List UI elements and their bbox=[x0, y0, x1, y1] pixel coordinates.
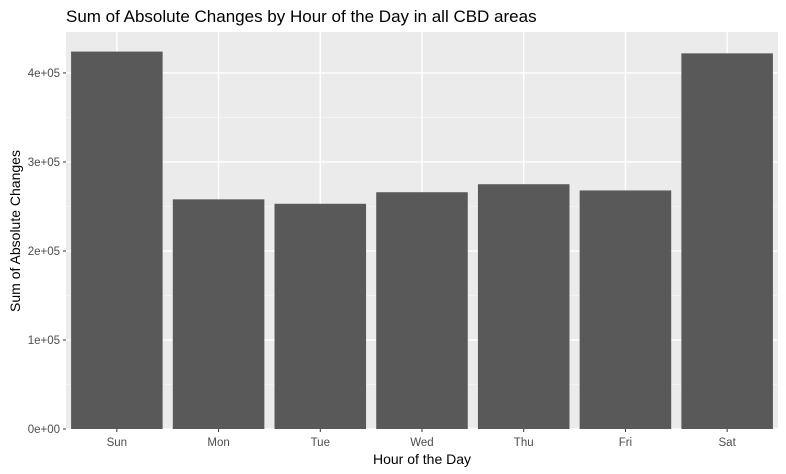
x-tick-label: Mon bbox=[207, 437, 229, 449]
bar-wed bbox=[376, 192, 468, 429]
chart-title: Sum of Absolute Changes by Hour of the D… bbox=[66, 7, 537, 26]
y-axis-title: Sum of Absolute Changes bbox=[7, 150, 23, 312]
y-axis: 0e+00 1e+05 2e+05 3e+05 4e+05 bbox=[28, 68, 66, 436]
x-tick-label: Sat bbox=[719, 437, 737, 449]
y-tick-label: 3e+05 bbox=[28, 157, 60, 169]
bar-sun bbox=[71, 51, 163, 430]
x-tick-label: Wed bbox=[410, 437, 433, 449]
bar-sat bbox=[681, 53, 773, 430]
y-tick-label: 2e+05 bbox=[28, 246, 60, 258]
y-tick-label: 1e+05 bbox=[28, 335, 60, 347]
x-tick-label: Fri bbox=[619, 437, 632, 449]
x-axis-title: Hour of the Day bbox=[373, 451, 471, 467]
bar-fri bbox=[579, 190, 672, 429]
y-tick-label: 0e+00 bbox=[28, 424, 60, 436]
bar-thu bbox=[477, 184, 570, 429]
x-tick-label: Tue bbox=[311, 437, 330, 449]
bars bbox=[71, 51, 773, 430]
bar-mon bbox=[172, 199, 265, 429]
x-tick-label: Sun bbox=[107, 437, 127, 449]
x-tick-label: Thu bbox=[514, 437, 534, 449]
y-tick-label: 4e+05 bbox=[28, 68, 60, 80]
bar-tue bbox=[274, 203, 367, 429]
x-axis: Sun Mon Tue Wed Thu Fri Sat bbox=[107, 429, 737, 449]
